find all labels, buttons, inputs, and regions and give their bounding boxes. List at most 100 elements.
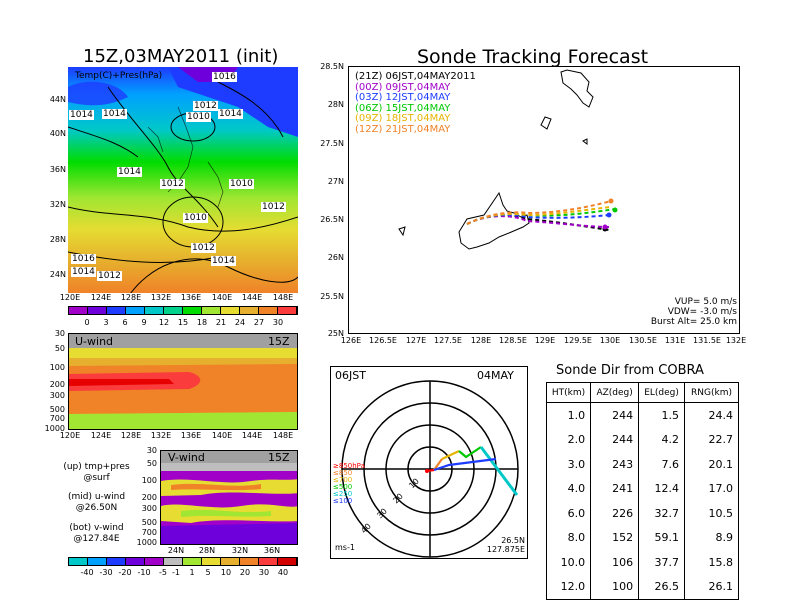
- lon-label: 129.5E: [564, 336, 592, 345]
- lon-label: 128E: [120, 431, 142, 440]
- pressure-tick: 50: [54, 344, 65, 353]
- lon-label: 130.5E: [629, 336, 657, 345]
- pressure-label: 1010: [229, 179, 254, 189]
- level-entry: ≥850hPa: [333, 462, 365, 470]
- lon-label: 131E: [664, 336, 686, 345]
- lon-label: 144E: [241, 293, 263, 302]
- colorbar-tick: -1: [172, 568, 180, 577]
- wind-color-swatch: [278, 558, 297, 565]
- pressure-label: 1016: [71, 254, 96, 264]
- column-header: HT(km): [545, 382, 592, 403]
- pressure-label: 1014: [69, 110, 94, 120]
- pressure-label: 1014: [102, 109, 127, 119]
- pressure-label: 1010: [186, 112, 211, 122]
- lon-label: 132E: [150, 293, 172, 302]
- lat-label: 36N: [263, 546, 281, 555]
- lat-label: 27.5N: [320, 139, 344, 148]
- uwind-time: 15Z: [268, 335, 290, 348]
- uwind-label: U-wind: [75, 335, 114, 348]
- temperature-color-swatch: [69, 307, 88, 314]
- wind-color-swatch: [183, 558, 202, 565]
- temperature-color-swatch: [88, 307, 107, 314]
- colorbar-tick: 24: [234, 318, 246, 327]
- colorbar-tick: 30: [258, 568, 270, 577]
- wind-color-swatch: [221, 558, 240, 565]
- table-row: 8.0 152 59.1 8.9: [545, 525, 739, 550]
- pressure-tick: 200: [49, 380, 65, 389]
- colorbar-tick: 10: [220, 568, 232, 577]
- lon-label: 128.5E: [499, 336, 527, 345]
- lon-label: 128E: [470, 336, 492, 345]
- wind-colorbar: [68, 557, 298, 566]
- legend-entry: (06Z) 15JST,04MAY: [355, 102, 451, 114]
- colorbar-tick: 12: [158, 318, 170, 327]
- legend-entry: (09Z) 18JST,04MAY: [355, 113, 451, 124]
- colorbar-tick: 0: [84, 318, 90, 327]
- colorbar-tick: 18: [196, 318, 208, 327]
- lon-label: 126.5E: [369, 336, 397, 345]
- colorbar-tick: -10: [137, 568, 151, 577]
- lon-label: 120E: [59, 293, 81, 302]
- note-surface: (up) tmp+pres @surf: [63, 462, 130, 483]
- table-row: 1.0 244 1.5 24.4: [545, 402, 739, 428]
- lon-label: 132E: [725, 336, 747, 345]
- polar-lat: 26.5N: [501, 536, 525, 545]
- wind-color-swatch: [145, 558, 164, 565]
- lon-label: 124E: [90, 431, 112, 440]
- temperature-color-swatch: [240, 307, 259, 314]
- lon-label: 132E: [150, 431, 172, 440]
- table-row: 6.0 226 32.7 10.5: [545, 501, 739, 526]
- tracking-title: Sonde Tracking Forecast: [417, 46, 649, 68]
- pressure-tick: 300: [141, 504, 157, 513]
- polar-date: 04MAY: [477, 369, 514, 382]
- lat-label: 26N: [327, 253, 344, 262]
- lon-label: 131.5E: [693, 336, 721, 345]
- colorbar-tick: 40: [277, 568, 289, 577]
- lon-label: 128E: [120, 293, 142, 302]
- colorbar-tick: 21: [215, 318, 227, 327]
- pressure-tick: 100: [49, 363, 65, 372]
- lon-label: 130E: [599, 336, 621, 345]
- polar-time: 06JST: [335, 369, 366, 382]
- colorbar-tick: -40: [80, 568, 94, 577]
- lat-label: 40N: [49, 129, 66, 138]
- lat-label: 28.5N: [320, 62, 344, 71]
- lat-label: 24N: [49, 270, 66, 279]
- map-overlay-label: Temp(C)+Pres(hPa): [75, 71, 163, 81]
- lon-label: 124E: [90, 293, 112, 302]
- temperature-color-swatch: [278, 307, 297, 314]
- pressure-tick: 30: [146, 446, 157, 455]
- lat-label: 32N: [231, 546, 249, 555]
- table-row: 3.0 243 7.6 20.1: [545, 452, 739, 477]
- pressure-label: 1014: [117, 167, 142, 177]
- legend-entry: (03Z) 12JST,04MAY: [355, 92, 451, 103]
- temperature-color-swatch: [221, 307, 240, 314]
- wind-color-swatch: [259, 558, 278, 565]
- lon-label: 127E: [405, 336, 427, 345]
- table-title: Sonde Dir from COBRA: [556, 363, 704, 378]
- pressure-label: 1012: [97, 271, 122, 281]
- lon-label: 120E: [59, 431, 81, 440]
- lat-label: 32N: [49, 200, 66, 209]
- lon-label: 127.5E: [434, 336, 462, 345]
- lat-label: 44N: [49, 95, 66, 104]
- pressure-tick: 500: [141, 518, 157, 527]
- legend-entry: (00Z) 09JST,04MAY: [355, 81, 451, 93]
- polar-lon: 127.875E: [486, 545, 525, 554]
- pressure-label: 1012: [160, 179, 185, 189]
- wind-color-swatch: [240, 558, 259, 565]
- colorbar-tick: 6: [122, 318, 128, 327]
- temperature-color-swatch: [259, 307, 278, 314]
- lat-label: 28N: [327, 100, 344, 109]
- temperature-color-swatch: [107, 307, 126, 314]
- lon-label: 140E: [211, 293, 233, 302]
- polar-plot: [330, 366, 528, 559]
- colorbar-tick: -20: [118, 568, 132, 577]
- tracking-map: [348, 66, 740, 334]
- table-row: 12.0 100 26.5 26.1: [545, 574, 739, 600]
- colorbar-tick: 15: [177, 318, 189, 327]
- colorbar-tick: 3: [103, 318, 109, 327]
- temperature-color-swatch: [202, 307, 221, 314]
- colorbar-tick: 1: [189, 568, 195, 577]
- lat-label: 28N: [49, 235, 66, 244]
